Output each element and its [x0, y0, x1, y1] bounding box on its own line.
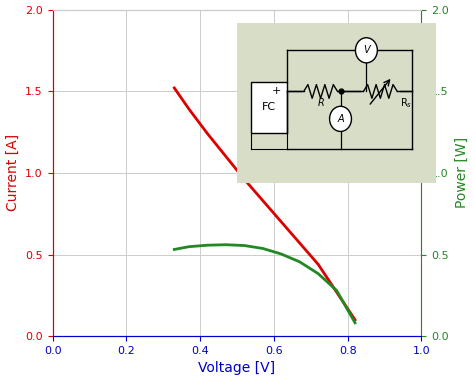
Circle shape — [329, 106, 352, 131]
Text: FC: FC — [262, 102, 276, 112]
Bar — [251, 82, 287, 133]
Text: A: A — [337, 114, 344, 124]
X-axis label: Voltage [V]: Voltage [V] — [199, 362, 275, 375]
Text: R$_s$: R$_s$ — [400, 96, 412, 110]
Circle shape — [356, 38, 377, 63]
Text: R: R — [317, 98, 324, 108]
Text: +: + — [272, 86, 282, 96]
Text: V: V — [363, 45, 370, 55]
FancyBboxPatch shape — [233, 18, 440, 187]
Y-axis label: Power [W]: Power [W] — [455, 137, 468, 208]
Y-axis label: Current [A]: Current [A] — [6, 134, 19, 211]
